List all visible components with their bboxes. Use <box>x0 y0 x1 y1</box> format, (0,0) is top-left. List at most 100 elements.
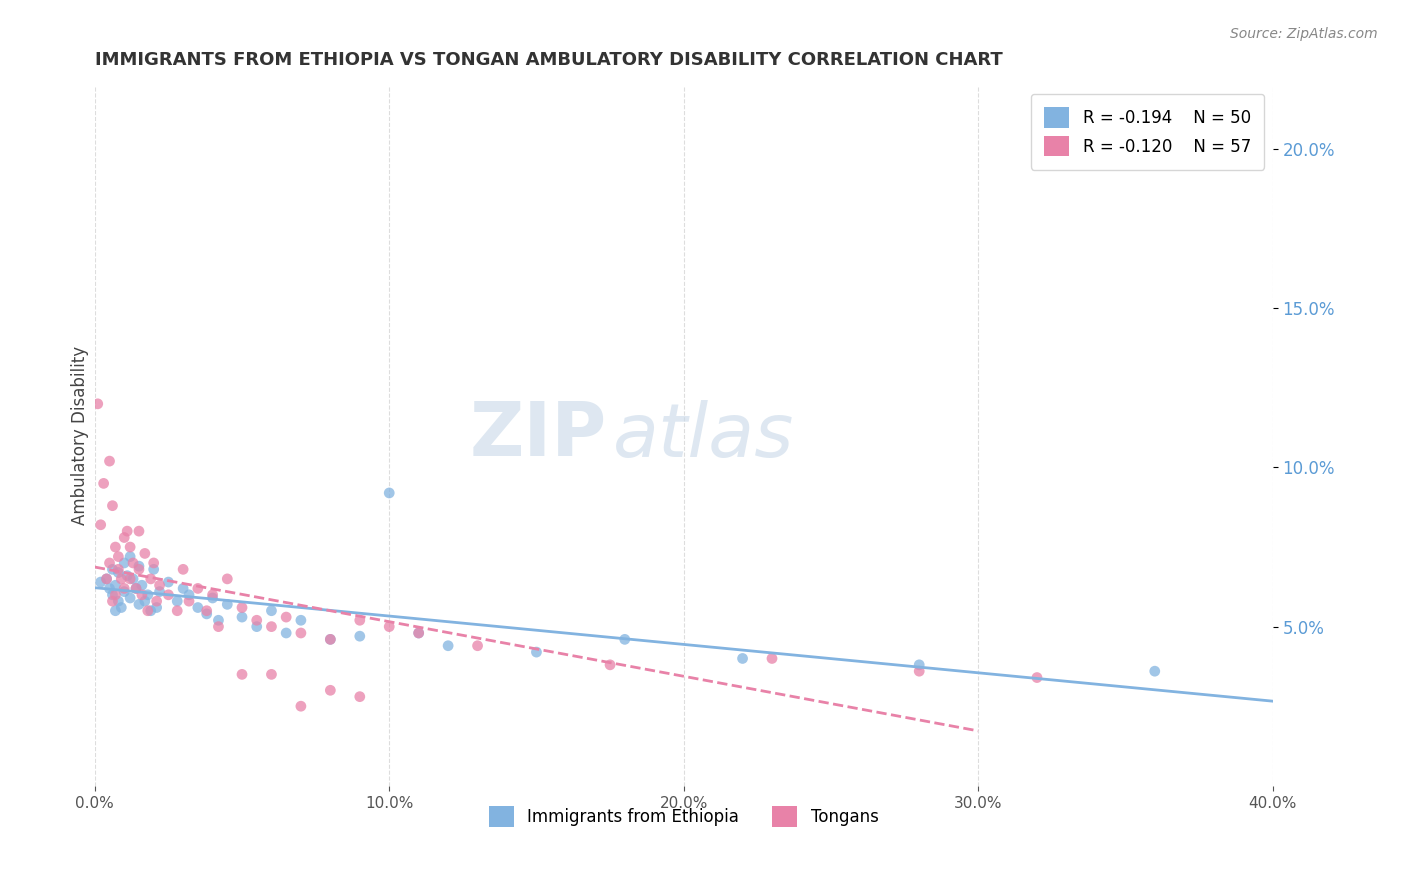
Point <box>467 639 489 653</box>
Point <box>908 664 931 678</box>
Point <box>110 600 132 615</box>
Point <box>128 598 150 612</box>
Point <box>125 582 148 596</box>
Point <box>231 610 253 624</box>
Point <box>148 584 170 599</box>
Point <box>112 582 135 596</box>
Point <box>122 556 145 570</box>
Point <box>276 626 298 640</box>
Point <box>207 613 229 627</box>
Point <box>96 572 118 586</box>
Point <box>120 572 142 586</box>
Point <box>207 620 229 634</box>
Point <box>290 699 312 714</box>
Point <box>112 531 135 545</box>
Point <box>107 566 129 580</box>
Point <box>139 572 162 586</box>
Point <box>112 556 135 570</box>
Point <box>134 594 156 608</box>
Point <box>260 620 283 634</box>
Point <box>107 549 129 564</box>
Point <box>349 690 371 704</box>
Point <box>319 632 342 647</box>
Point <box>408 626 430 640</box>
Point <box>349 613 371 627</box>
Point <box>201 591 224 605</box>
Point <box>145 600 167 615</box>
Point <box>908 657 931 672</box>
Point <box>201 588 224 602</box>
Point <box>136 604 159 618</box>
Point <box>98 454 121 468</box>
Point <box>437 639 460 653</box>
Point <box>128 562 150 576</box>
Point <box>96 572 118 586</box>
Point <box>110 572 132 586</box>
Point <box>101 588 124 602</box>
Point <box>172 582 194 596</box>
Point <box>104 578 127 592</box>
Point <box>120 540 142 554</box>
Point <box>128 524 150 538</box>
Text: IMMIGRANTS FROM ETHIOPIA VS TONGAN AMBULATORY DISABILITY CORRELATION CHART: IMMIGRANTS FROM ETHIOPIA VS TONGAN AMBUL… <box>94 51 1002 69</box>
Text: Source: ZipAtlas.com: Source: ZipAtlas.com <box>1230 27 1378 41</box>
Point <box>136 588 159 602</box>
Point <box>104 588 127 602</box>
Point <box>290 613 312 627</box>
Point <box>761 651 783 665</box>
Point <box>319 683 342 698</box>
Text: ZIP: ZIP <box>470 399 607 472</box>
Point <box>1026 671 1049 685</box>
Point <box>101 562 124 576</box>
Point <box>125 582 148 596</box>
Point <box>172 562 194 576</box>
Point <box>231 600 253 615</box>
Text: atlas: atlas <box>613 400 794 472</box>
Point <box>217 598 239 612</box>
Point <box>145 594 167 608</box>
Point <box>260 604 283 618</box>
Point <box>378 486 401 500</box>
Point <box>122 572 145 586</box>
Point <box>112 584 135 599</box>
Point <box>319 632 342 647</box>
Point <box>142 562 165 576</box>
Point <box>107 594 129 608</box>
Point <box>148 578 170 592</box>
Point <box>104 604 127 618</box>
Point <box>101 594 124 608</box>
Point <box>246 613 269 627</box>
Point <box>187 600 209 615</box>
Point <box>378 620 401 634</box>
Point <box>613 632 636 647</box>
Point <box>157 575 180 590</box>
Point <box>217 572 239 586</box>
Point <box>195 604 218 618</box>
Point <box>526 645 548 659</box>
Point <box>260 667 283 681</box>
Point <box>290 626 312 640</box>
Point <box>166 594 188 608</box>
Point <box>166 604 188 618</box>
Point <box>101 499 124 513</box>
Point <box>90 517 112 532</box>
Y-axis label: Ambulatory Disability: Ambulatory Disability <box>72 346 89 525</box>
Point <box>731 651 754 665</box>
Point <box>98 556 121 570</box>
Point <box>87 397 110 411</box>
Point <box>139 604 162 618</box>
Point <box>349 629 371 643</box>
Point <box>128 559 150 574</box>
Point <box>134 546 156 560</box>
Point <box>107 562 129 576</box>
Legend: Immigrants from Ethiopia, Tongans: Immigrants from Ethiopia, Tongans <box>482 800 886 833</box>
Point <box>104 540 127 554</box>
Point <box>157 588 180 602</box>
Point <box>131 588 153 602</box>
Point <box>187 582 209 596</box>
Point <box>120 549 142 564</box>
Point <box>177 588 200 602</box>
Point <box>131 578 153 592</box>
Point <box>408 626 430 640</box>
Point <box>115 524 138 538</box>
